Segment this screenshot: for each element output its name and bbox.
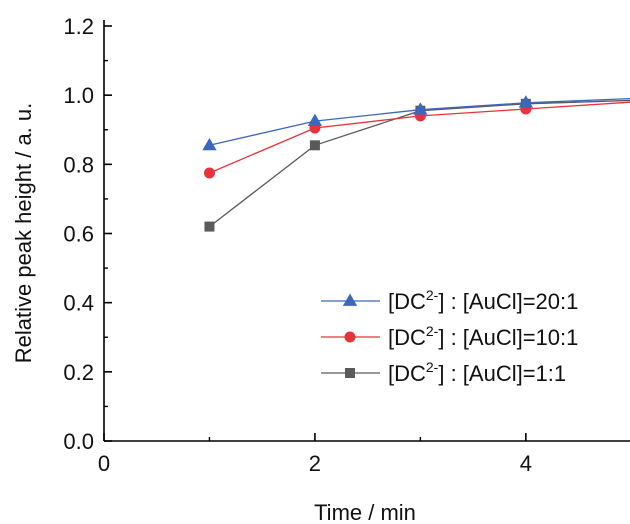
- legend-marker: [345, 368, 355, 378]
- data-point: [413, 102, 428, 115]
- x-axis-title: Time / min: [314, 500, 416, 524]
- data-point: [307, 113, 323, 126]
- x-tick-label: 4: [520, 451, 532, 476]
- series-triangle: [202, 95, 630, 151]
- data-point: [309, 140, 320, 151]
- legend: [DC2-] : [AuCl]=20:1 [DC2-] : [AuCl]=10:1…: [321, 287, 578, 386]
- y-tick-label: 0.0: [63, 429, 94, 454]
- axes: 0.0 0.2 0.4 0.6 0.8 1.0 1.2 0 2 4: [63, 14, 630, 476]
- x-tick-label: 0: [98, 451, 110, 476]
- y-tick-label: 0.4: [63, 291, 94, 316]
- y-tick-label: 0.8: [63, 152, 94, 177]
- legend-marker: [344, 331, 356, 343]
- y-axis-title: Relative peak height / a. u.: [11, 103, 36, 364]
- y-tick-label: 0.2: [63, 360, 94, 385]
- y-tick-label: 1.0: [63, 83, 94, 108]
- y-tick-label: 0.6: [63, 222, 94, 247]
- legend-label: [DC2-] : [AuCl]=1:1: [388, 359, 566, 386]
- y-tick-label: 1.2: [63, 14, 94, 39]
- x-tick-label: 2: [309, 451, 321, 476]
- data-point: [518, 95, 533, 108]
- legend-marker: [342, 293, 358, 306]
- legend-label: [DC2-] : [AuCl]=10:1: [388, 323, 578, 350]
- data-point: [202, 137, 217, 151]
- legend-label: [DC2-] : [AuCl]=20:1: [388, 287, 578, 314]
- series-layer: [202, 95, 630, 232]
- data-point: [204, 221, 215, 232]
- data-point: [203, 167, 215, 179]
